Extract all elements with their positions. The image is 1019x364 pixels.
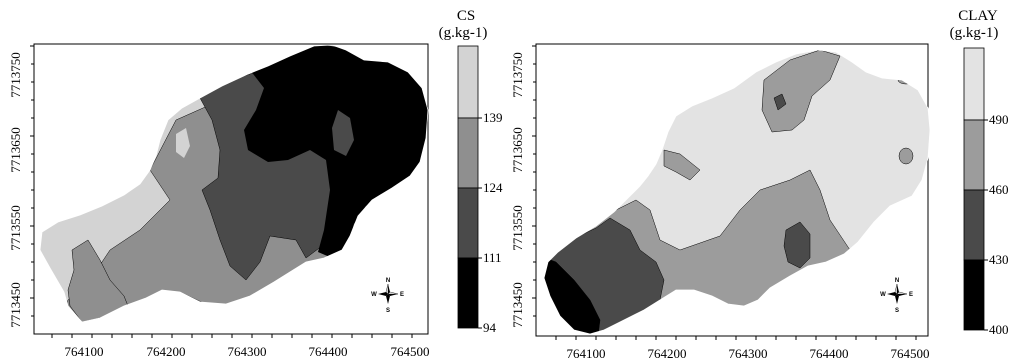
clay-y-tick-label: 7713750 [510, 52, 525, 98]
clay-zone-medium-north [761, 50, 841, 133]
clay-compass-south-label: S [895, 308, 899, 314]
clay-compass-rose-icon: N S E W [880, 278, 913, 314]
cs-x-tick-label: 764100 [65, 344, 104, 359]
cs-x-tick-label: 764200 [147, 344, 186, 359]
cs-x-axis: 764100 764200 764300 764400 764500 [51, 334, 430, 359]
cs-map-outline [39, 44, 429, 323]
cs-legend-unit: (g.kg-1) [439, 25, 488, 41]
cs-legend-swatch [457, 117, 479, 189]
clay-y-tick-label: 7713450 [510, 282, 525, 328]
clay-legend-swatch [963, 47, 985, 121]
cs-y-tick-label: 7713650 [8, 127, 23, 173]
cs-compass-north-label: N [386, 278, 390, 284]
clay-y-tick-label: 7713550 [510, 205, 525, 251]
clay-legend-tick-label: 460 [989, 182, 1009, 197]
cs-x-tick-label: 764300 [228, 344, 267, 359]
clay-legend-tick-label: 430 [989, 252, 1009, 267]
cs-y-tick-label: 7713750 [8, 52, 23, 98]
clay-legend-swatch [963, 119, 985, 191]
cs-compass-west-label: W [371, 292, 377, 298]
clay-legend-tick-label: 400 [989, 322, 1009, 337]
clay-zone-darkgray-east [783, 221, 811, 269]
cs-legend-tick-label: 124 [483, 180, 503, 195]
clay-x-tick-label: 764300 [729, 346, 768, 361]
clay-x-tick-label: 764200 [648, 346, 687, 361]
cs-y-axis: 7713750 7713650 7713550 7713450 [8, 45, 34, 328]
clay-legend-swatch [963, 259, 985, 331]
cs-compass-east-label: E [400, 292, 404, 298]
cs-y-tick-label: 7713450 [8, 282, 23, 328]
clay-map-outline [543, 49, 931, 335]
cs-zone-light-island [176, 128, 190, 158]
cs-x-tick-label: 764500 [391, 344, 430, 359]
cs-map-panel: 7713750 7713650 7713550 7713450 [8, 8, 503, 359]
clay-map-area [544, 50, 930, 334]
cs-legend-tick-label: 139 [483, 110, 503, 125]
clay-compass-east-label: E [909, 292, 913, 298]
clay-legend-unit: (g.kg-1) [950, 25, 999, 41]
cs-legend-swatch [457, 257, 479, 329]
cs-legend-title: CS [457, 8, 475, 24]
clay-legend-tick-label: 490 [989, 112, 1009, 127]
clay-y-axis: 7713750 7713650 7713550 7713450 [510, 45, 536, 328]
clay-y-tick-label: 7713650 [510, 127, 525, 173]
cs-compass-south-label: S [386, 308, 390, 314]
cs-y-tick-label: 7713550 [8, 205, 23, 251]
clay-legend-title: CLAY [958, 8, 998, 24]
clay-x-tick-label: 764400 [810, 346, 849, 361]
clay-zone-medium-east [898, 147, 914, 165]
cs-legend-tick-label: 94 [483, 320, 497, 335]
clay-x-tick-label: 764500 [891, 346, 930, 361]
clay-map-panel: 7713750 7713650 7713550 7713450 [510, 8, 1009, 361]
cs-legend-swatch [457, 45, 479, 119]
clay-x-axis: 764100 764200 764300 764400 764500 [555, 336, 930, 361]
cs-map-area [40, 45, 428, 322]
cs-x-tick-label: 764400 [309, 344, 348, 359]
clay-legend-swatch [963, 189, 985, 261]
clay-zone-medium-west [663, 149, 701, 181]
clay-compass-west-label: W [880, 292, 886, 298]
clay-x-tick-label: 764100 [567, 346, 606, 361]
clay-zone-darkgray-blob [773, 93, 787, 111]
clay-compass-north-label: N [895, 278, 899, 284]
cs-map-frame [33, 43, 429, 335]
clay-legend: CLAY (g.kg-1) 490 460 430 400 [950, 8, 1009, 337]
cs-legend: CS (g.kg-1) 139 124 111 94 [439, 8, 503, 335]
cs-compass-rose-icon: N S E W [371, 278, 404, 314]
cs-legend-swatch [457, 187, 479, 259]
cs-zone-darkgray-inner [332, 110, 354, 156]
cs-legend-tick-label: 111 [483, 250, 502, 265]
